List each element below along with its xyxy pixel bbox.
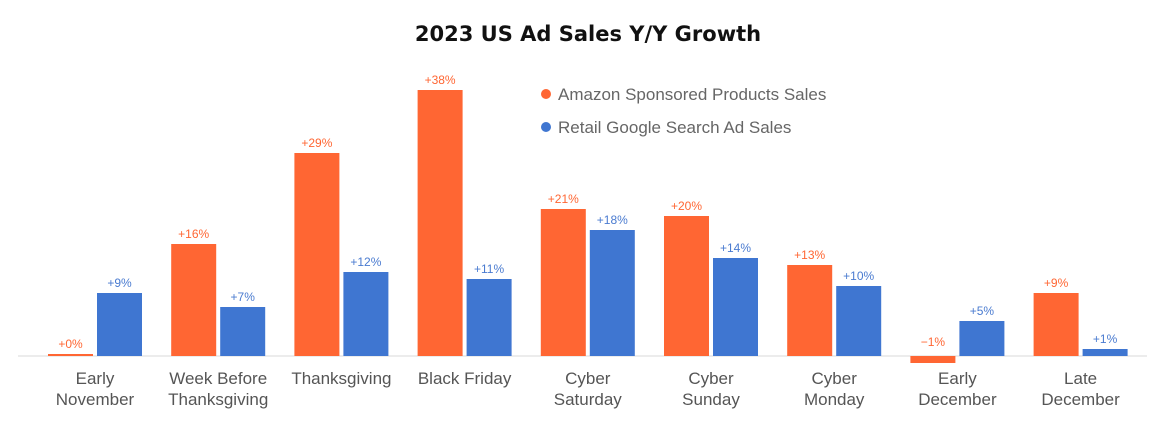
value-label-amazon-sponsored-products-sales-cyber-monday: +13%	[794, 248, 825, 262]
tick-label-week-before-thanksgiving: Week Before Thanksgiving	[168, 369, 268, 409]
tick-label-late-december: Late December	[1041, 369, 1120, 409]
tick-label-line: Early	[938, 369, 977, 388]
tick-label-line: Cyber	[565, 369, 611, 388]
value-label-retail-google-search-ad-sales-cyber-monday: +10%	[843, 269, 874, 283]
value-label-amazon-sponsored-products-sales-late-december: +9%	[1044, 276, 1069, 290]
chart-title: 2023 US Ad Sales Y/Y Growth	[415, 22, 761, 46]
value-label-amazon-sponsored-products-sales-early-november: +0%	[58, 337, 83, 351]
tick-label-line: Sunday	[682, 390, 740, 409]
bar-retail-google-search-ad-sales-late-december	[1082, 349, 1128, 356]
legend-label-retail-google-search-ad-sales: Retail Google Search Ad Sales	[558, 118, 791, 137]
legend: Amazon Sponsored Products Sales Retail G…	[541, 85, 826, 137]
bar-amazon-sponsored-products-sales-thanksgiving	[294, 153, 340, 356]
tick-label-line: Saturday	[554, 390, 623, 409]
tick-label-line: Monday	[804, 390, 865, 409]
bar-amazon-sponsored-products-sales-cyber-saturday	[540, 209, 586, 356]
x-axis: Early November Week Before Thanksgiving Than…	[56, 369, 1120, 409]
value-label-amazon-sponsored-products-sales-cyber-sunday: +20%	[671, 199, 702, 213]
tick-label-line: Thanksgiving	[291, 369, 391, 388]
bar-retail-google-search-ad-sales-week-before-thanksgiving	[220, 307, 266, 356]
tick-label-thanksgiving: Thanksgiving	[291, 369, 391, 388]
bar-retail-google-search-ad-sales-thanksgiving	[343, 272, 389, 356]
tick-label-line: Week Before	[169, 369, 267, 388]
value-label-amazon-sponsored-products-sales-thanksgiving: +29%	[301, 136, 332, 150]
bar-amazon-sponsored-products-sales-late-december	[1033, 293, 1079, 356]
value-label-retail-google-search-ad-sales-thanksgiving: +12%	[350, 255, 381, 269]
bar-amazon-sponsored-products-sales-early-november	[48, 354, 93, 356]
bar-retail-google-search-ad-sales-cyber-monday	[836, 286, 882, 356]
value-label-retail-google-search-ad-sales-early-november: +9%	[107, 276, 132, 290]
tick-label-line: December	[1041, 390, 1120, 409]
value-label-retail-google-search-ad-sales-early-december: +5%	[970, 304, 995, 318]
bar-retail-google-search-ad-sales-black-friday	[466, 279, 512, 356]
tick-label-line: Thanksgiving	[168, 390, 268, 409]
tick-label-line: Black Friday	[418, 369, 512, 388]
bar-retail-google-search-ad-sales-early-november	[97, 293, 142, 356]
tick-label-early-december: Early December	[918, 369, 997, 409]
tick-label-line: Late	[1064, 369, 1097, 388]
bar-retail-google-search-ad-sales-cyber-sunday	[713, 258, 758, 356]
value-label-amazon-sponsored-products-sales-early-december: −1%	[921, 335, 946, 349]
value-label-retail-google-search-ad-sales-cyber-saturday: +18%	[597, 213, 628, 227]
tick-label-black-friday: Black Friday	[418, 369, 512, 388]
bar-amazon-sponsored-products-sales-week-before-thanksgiving	[171, 244, 217, 356]
legend-marker-retail-google-search-ad-sales	[541, 122, 551, 132]
legend-label-amazon-sponsored-products-sales: Amazon Sponsored Products Sales	[558, 85, 826, 104]
tick-label-cyber-saturday: Cyber Saturday	[554, 369, 623, 409]
tick-label-line: Cyber	[812, 369, 858, 388]
tick-label-line: Early	[76, 369, 115, 388]
value-label-retail-google-search-ad-sales-cyber-sunday: +14%	[720, 241, 751, 255]
bar-amazon-sponsored-products-sales-cyber-monday	[787, 265, 833, 356]
bar-amazon-sponsored-products-sales-cyber-sunday	[664, 216, 709, 356]
bar-retail-google-search-ad-sales-cyber-saturday	[589, 230, 635, 356]
tick-label-cyber-sunday: Cyber Sunday	[682, 369, 740, 409]
tick-label-line: December	[918, 390, 997, 409]
bar-amazon-sponsored-products-sales-black-friday	[417, 90, 463, 356]
tick-label-cyber-monday: Cyber Monday	[804, 369, 865, 409]
value-label-amazon-sponsored-products-sales-black-friday: +38%	[425, 73, 456, 87]
tick-label-early-november: Early November	[56, 369, 135, 409]
bar-amazon-sponsored-products-sales-early-december	[910, 356, 956, 363]
legend-marker-amazon-sponsored-products-sales	[541, 89, 551, 99]
value-label-retail-google-search-ad-sales-late-december: +1%	[1093, 332, 1118, 346]
tick-label-line: November	[56, 390, 135, 409]
value-label-retail-google-search-ad-sales-week-before-thanksgiving: +7%	[231, 290, 256, 304]
value-label-amazon-sponsored-products-sales-cyber-saturday: +21%	[548, 192, 579, 206]
value-label-amazon-sponsored-products-sales-week-before-thanksgiving: +16%	[178, 227, 209, 241]
value-label-retail-google-search-ad-sales-black-friday: +11%	[474, 262, 504, 276]
bar-retail-google-search-ad-sales-early-december	[959, 321, 1005, 356]
plot-area: +0% +9% +16% +7% +29% +12% +38% +11% +21% +18% +20…	[18, 73, 1147, 363]
tick-label-line: Cyber	[688, 369, 734, 388]
